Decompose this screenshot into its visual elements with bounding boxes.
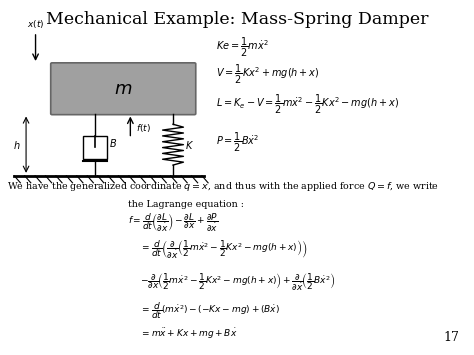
Text: Mechanical Example: Mass-Spring Damper: Mechanical Example: Mass-Spring Damper	[46, 11, 428, 28]
FancyBboxPatch shape	[51, 63, 196, 115]
Text: the Lagrange equation :: the Lagrange equation :	[128, 200, 244, 209]
Text: We have the generalized coordinate $q = x$, and thus with the applied force $Q =: We have the generalized coordinate $q = …	[7, 180, 439, 193]
Text: $L = K_e - V = \dfrac{1}{2}m\dot{x}^2 - \dfrac{1}{2}Kx^2 - mg(h+x)$: $L = K_e - V = \dfrac{1}{2}m\dot{x}^2 - …	[216, 93, 399, 116]
Text: $m$: $m$	[114, 80, 132, 98]
Text: $V = \dfrac{1}{2}Kx^2 + mg(h+x)$: $V = \dfrac{1}{2}Kx^2 + mg(h+x)$	[216, 63, 319, 86]
Text: $Ke = \dfrac{1}{2}m\dot{x}^2$: $Ke = \dfrac{1}{2}m\dot{x}^2$	[216, 37, 268, 59]
Text: $P = \dfrac{1}{2}B\dot{x}^2$: $P = \dfrac{1}{2}B\dot{x}^2$	[216, 131, 259, 153]
Text: $K$: $K$	[185, 139, 194, 151]
Text: $= m\ddot{x} + Kx + mg + B\dot{x}$: $= m\ddot{x} + Kx + mg + B\dot{x}$	[140, 327, 237, 342]
Text: $= \dfrac{d}{dt}\left(\dfrac{\partial}{\partial \dot{x}}\left(\dfrac{1}{2}m\dot{: $= \dfrac{d}{dt}\left(\dfrac{\partial}{\…	[140, 239, 308, 261]
Text: $f(t)$: $f(t)$	[136, 122, 151, 134]
Bar	[83, 136, 107, 159]
Text: $= \dfrac{d}{dt}\left(m\dot{x}^2\right) - (-Kx - mg) + (B\dot{x})$: $= \dfrac{d}{dt}\left(m\dot{x}^2\right) …	[140, 300, 280, 321]
Text: 17: 17	[444, 331, 460, 344]
Text: $x(t)$: $x(t)$	[27, 18, 44, 30]
Text: $f = \dfrac{d}{dt}\!\left(\dfrac{\partial L}{\partial \dot{x}}\right) - \dfrac{\: $f = \dfrac{d}{dt}\!\left(\dfrac{\partia…	[128, 211, 218, 233]
Text: $- \dfrac{\partial}{\partial x}\!\left(\dfrac{1}{2}m\dot{x}^2 - \dfrac{1}{2}Kx^2: $- \dfrac{\partial}{\partial x}\!\left(\…	[140, 271, 335, 293]
Text: $B$: $B$	[109, 137, 117, 149]
Text: $h$: $h$	[13, 139, 20, 151]
